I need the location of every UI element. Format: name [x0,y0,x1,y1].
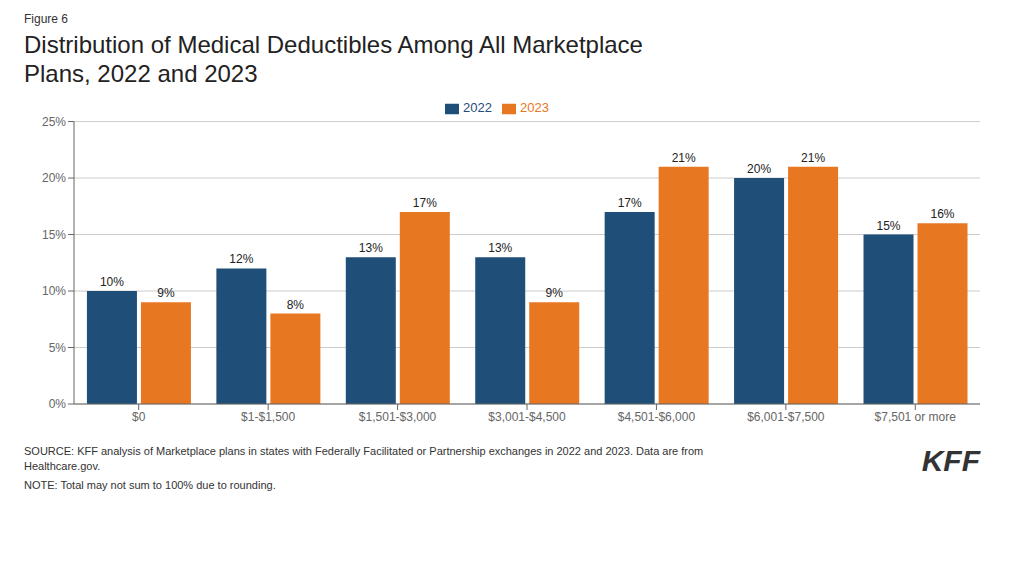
html-text:2023: 2023 [520,100,549,115]
svg-text:5%: 5% [49,341,67,355]
html-text:Figure 6: Figure 6 [24,12,68,26]
svg-text:$3,001-$4,500: $3,001-$4,500 [488,410,566,424]
svg-text:16%: 16% [930,207,954,221]
svg-text:$1,501-$3,000: $1,501-$3,000 [359,410,437,424]
html-text:Distribution of Medical Deduct: Distribution of Medical Deductibles Amon… [24,31,643,58]
svg-text:0%: 0% [49,397,67,411]
svg-text:$1-$1,500: $1-$1,500 [241,410,295,424]
svg-text:8%: 8% [287,298,305,312]
svg-text:13%: 13% [359,241,383,255]
html-text:Healthcare.gov.: Healthcare.gov. [24,460,101,472]
svg-text:17%: 17% [618,196,642,210]
html-text:KFF: KFF [921,444,980,477]
html-text:NOTE: Total may not sum to 100: NOTE: Total may not sum to 100% due to r… [24,479,276,491]
svg-text:21%: 21% [801,151,825,165]
svg-text:20%: 20% [747,162,771,176]
svg-text:10%: 10% [42,284,66,298]
svg-text:9%: 9% [546,286,564,300]
svg-text:$7,501 or more: $7,501 or more [875,410,957,424]
svg-text:15%: 15% [42,228,66,242]
html-text:2022: 2022 [463,100,492,115]
svg-text:12%: 12% [229,252,253,266]
svg-text:15%: 15% [876,219,900,233]
svg-text:$4,501-$6,000: $4,501-$6,000 [618,410,696,424]
svg-text:21%: 21% [672,151,696,165]
svg-text:$0: $0 [132,410,146,424]
svg-text:20%: 20% [42,171,66,185]
html-text:Plans, 2022 and 2023: Plans, 2022 and 2023 [24,60,258,87]
svg-text:10%: 10% [100,275,124,289]
svg-text:17%: 17% [413,196,437,210]
html-text:SOURCE: KFF analysis of Market: SOURCE: KFF analysis of Marketplace plan… [24,445,704,457]
svg-text:$6,001-$7,500: $6,001-$7,500 [747,410,825,424]
svg-text:25%: 25% [42,115,66,129]
svg-text:13%: 13% [488,241,512,255]
svg-text:9%: 9% [157,286,175,300]
